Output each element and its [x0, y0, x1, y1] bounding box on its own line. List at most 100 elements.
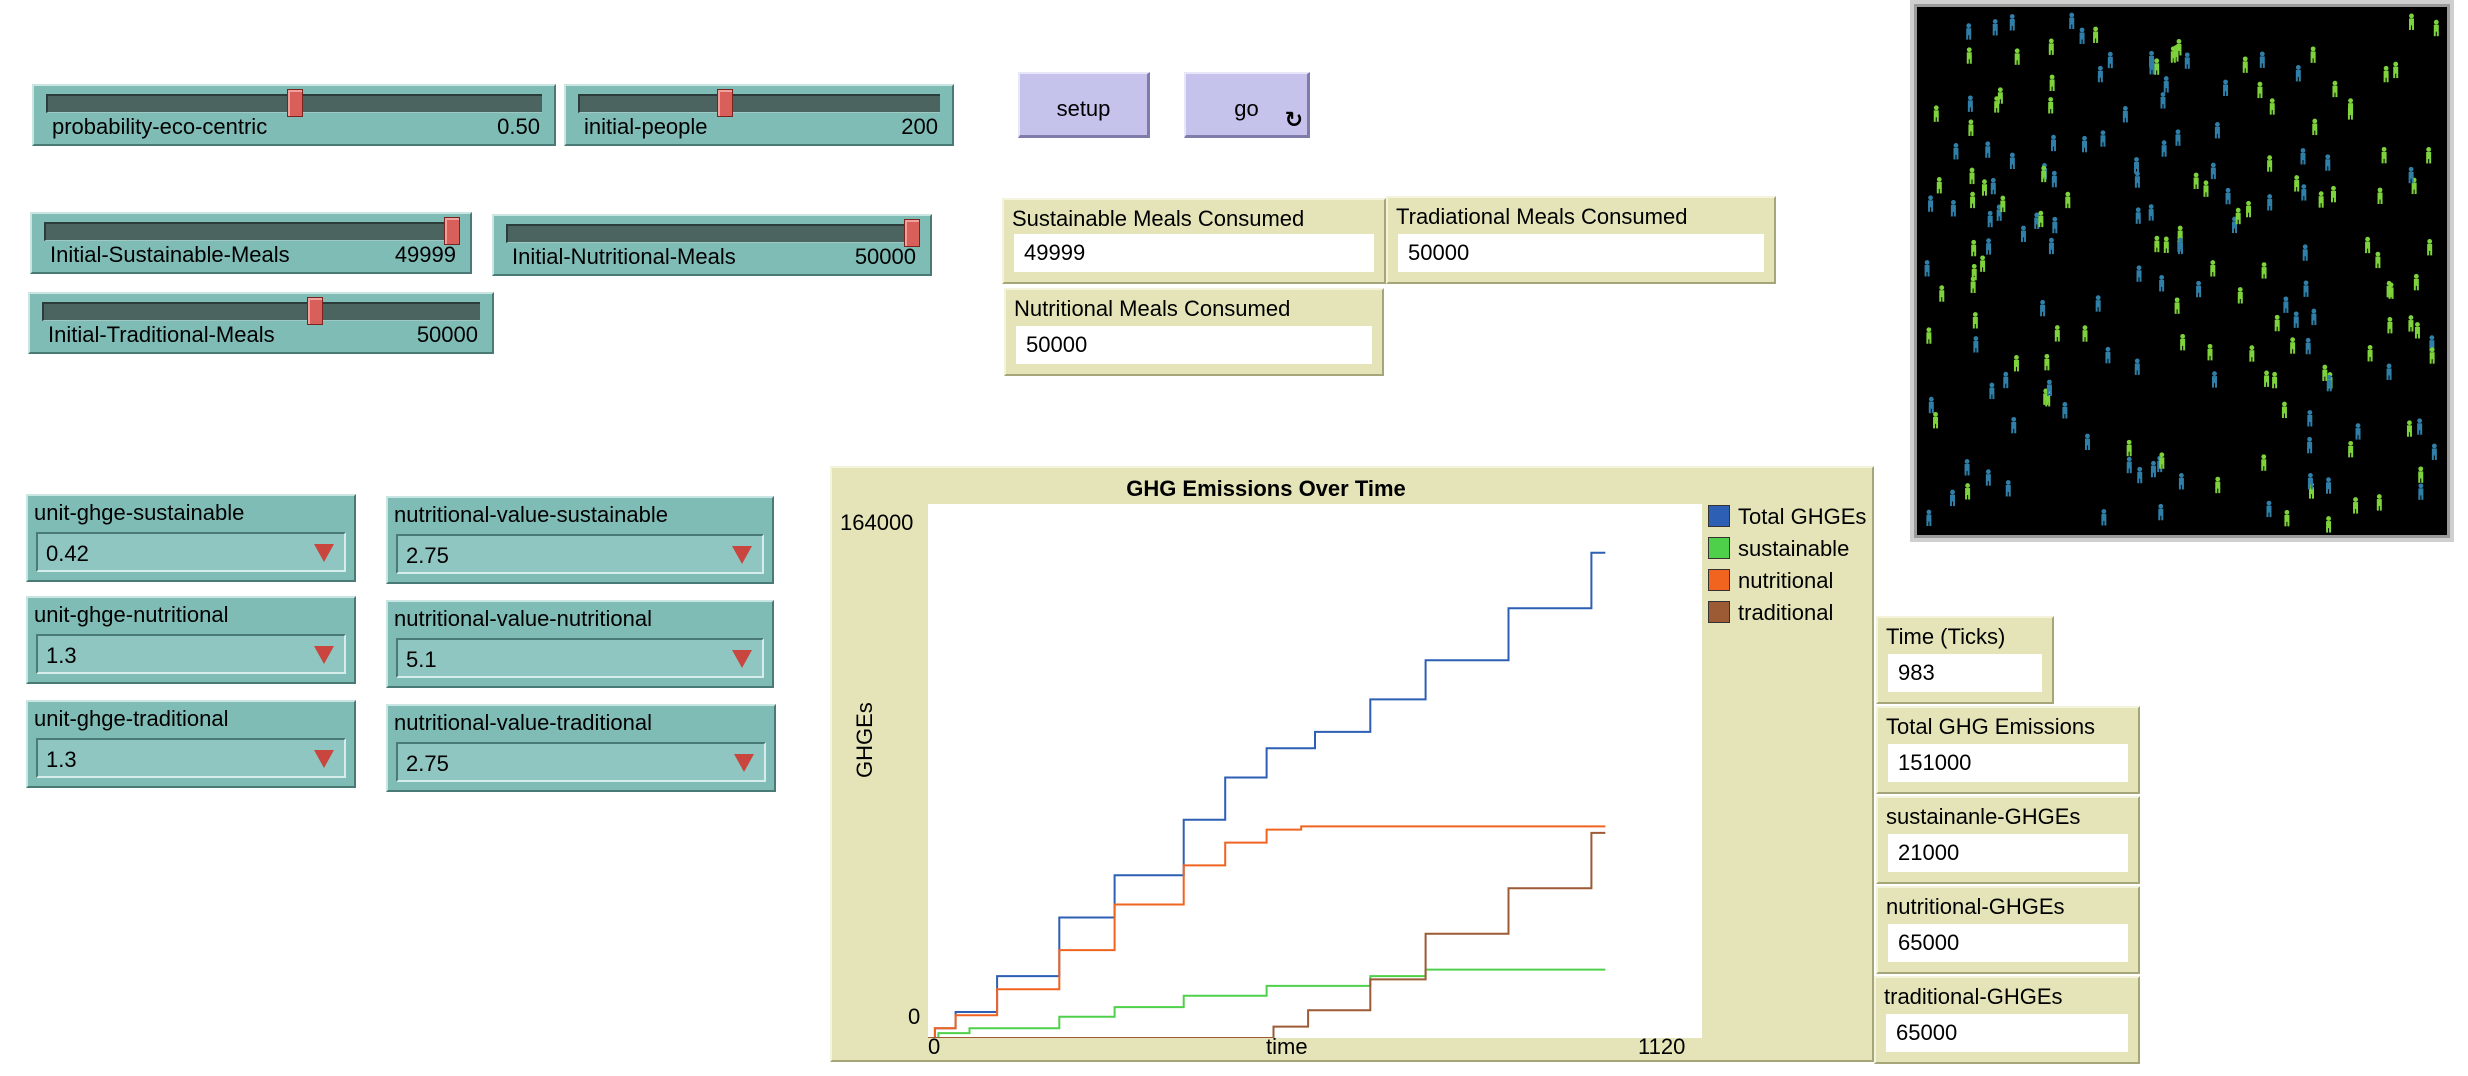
- person-agent: [2134, 157, 2140, 174]
- slider-initial-sustainable-meals[interactable]: Initial-Sustainable-Meals 49999: [30, 212, 472, 274]
- person-agent: [2325, 154, 2331, 171]
- slider-thumb[interactable]: [287, 89, 303, 117]
- monitor-traditional-ghges: traditional-GHGEs 65000: [1874, 976, 2140, 1064]
- slider-thumb[interactable]: [904, 219, 920, 247]
- person-agent: [1924, 260, 1930, 277]
- person-agent: [2159, 275, 2165, 292]
- chooser-nutritional-value-sustainable[interactable]: nutritional-value-sustainable 2.75: [386, 496, 774, 584]
- person-agent: [2148, 204, 2154, 221]
- person-agent: [1926, 509, 1932, 527]
- slider-track[interactable]: [44, 222, 458, 241]
- slider-track[interactable]: [42, 302, 480, 321]
- setup-button[interactable]: setup: [1018, 72, 1150, 138]
- dropdown-arrow-icon[interactable]: [314, 544, 334, 562]
- person-agent: [2264, 370, 2270, 387]
- person-agent: [1980, 255, 1986, 272]
- person-agent: [2180, 333, 2186, 351]
- person-agent: [2381, 146, 2387, 164]
- slider-thumb[interactable]: [307, 297, 323, 325]
- person-agent: [2093, 26, 2099, 43]
- setup-button-label: setup: [1056, 96, 1111, 121]
- person-agent: [1939, 285, 1945, 302]
- legend-swatch: [1708, 601, 1730, 623]
- person-agent: [2429, 347, 2435, 364]
- person-agent: [2107, 51, 2113, 69]
- person-agent: [2126, 456, 2132, 474]
- world-view[interactable]: [1910, 0, 2454, 542]
- person-agent: [2020, 225, 2026, 242]
- dropdown-arrow-icon[interactable]: [314, 750, 334, 768]
- person-agent: [2418, 483, 2424, 500]
- slider-thumb[interactable]: [444, 217, 460, 245]
- chooser-select[interactable]: 1.3: [36, 738, 346, 778]
- series-line-nutritional: [928, 825, 1606, 1038]
- person-agent: [1985, 469, 1991, 486]
- chooser-select[interactable]: 2.75: [396, 534, 764, 574]
- person-agent: [2300, 148, 2306, 165]
- monitor-time-ticks: Time (Ticks) 983: [1876, 616, 2054, 704]
- person-agent: [2134, 171, 2140, 188]
- person-agent: [2311, 308, 2317, 326]
- monitor-value: 983: [1888, 654, 2042, 692]
- person-agent: [2283, 296, 2289, 313]
- slider-label: probability-eco-centric: [52, 114, 268, 139]
- legend-label: nutritional: [1738, 568, 1834, 593]
- person-agent: [1989, 382, 1995, 400]
- person-agent: [1965, 483, 1971, 500]
- person-agent: [2040, 299, 2046, 317]
- person-agent: [2046, 379, 2052, 396]
- chooser-select[interactable]: 1.3: [36, 634, 346, 674]
- slider-label: Initial-Sustainable-Meals: [50, 242, 290, 267]
- person-agent: [2184, 52, 2190, 69]
- chooser-label: nutritional-value-traditional: [394, 710, 653, 735]
- slider-track[interactable]: [506, 224, 918, 243]
- person-agent: [2347, 103, 2353, 120]
- series-line-traditional: [928, 831, 1606, 1038]
- person-agent: [1970, 191, 1976, 209]
- person-agent: [1971, 239, 1977, 257]
- slider-probability-eco-centric[interactable]: probability-eco-centric 0.50: [32, 84, 556, 146]
- chooser-nutritional-value-traditional[interactable]: nutritional-value-traditional 2.75: [386, 704, 776, 792]
- person-agent: [2355, 423, 2361, 440]
- slider-initial-people[interactable]: initial-people 200: [564, 84, 954, 146]
- monitor-label: Total GHG Emissions: [1886, 714, 2096, 739]
- chooser-unit-ghge-nutritional[interactable]: unit-ghge-nutritional 1.3: [26, 596, 356, 684]
- legend-item-sustainable: sustainable: [1708, 536, 1849, 562]
- dropdown-arrow-icon[interactable]: [314, 646, 334, 664]
- person-agent: [2009, 152, 2015, 170]
- dropdown-arrow-icon[interactable]: [732, 650, 752, 668]
- person-agent: [2134, 358, 2140, 375]
- chooser-unit-ghge-traditional[interactable]: unit-ghge-traditional 1.3: [26, 700, 356, 788]
- person-agent: [2406, 420, 2412, 437]
- dropdown-arrow-icon[interactable]: [734, 754, 754, 772]
- y-tick-label-max: 164000: [840, 510, 914, 535]
- chooser-value: 5.1: [406, 647, 437, 672]
- person-agent: [2048, 237, 2054, 255]
- person-agent: [2069, 12, 2075, 30]
- chooser-select[interactable]: 5.1: [396, 638, 764, 678]
- monitor-value: 65000: [1886, 1014, 2128, 1052]
- plot-background: [928, 504, 1702, 1038]
- chooser-unit-ghge-sustainable[interactable]: unit-ghge-sustainable 0.42: [26, 494, 356, 582]
- chooser-nutritional-value-nutritional[interactable]: nutritional-value-nutritional 5.1: [386, 600, 774, 688]
- monitor-total-ghg-emissions: Total GHG Emissions 151000: [1876, 706, 2140, 794]
- chooser-select[interactable]: 0.42: [36, 532, 346, 572]
- person-agent: [2038, 210, 2044, 228]
- slider-initial-nutritional-meals[interactable]: Initial-Nutritional-Meals 50000: [492, 214, 932, 276]
- slider-label: Initial-Traditional-Meals: [48, 322, 275, 347]
- monitor-traditional-meals: Tradiational Meals Consumed 50000: [1386, 196, 1776, 284]
- chooser-select[interactable]: 2.75: [396, 742, 766, 782]
- slider-track[interactable]: [578, 94, 940, 113]
- person-agent: [2310, 46, 2316, 63]
- slider-thumb[interactable]: [717, 89, 734, 117]
- slider-initial-traditional-meals[interactable]: Initial-Traditional-Meals 50000: [28, 292, 494, 354]
- person-agent: [1971, 263, 1977, 281]
- person-agent: [2427, 238, 2433, 256]
- series-line-sustainable: [928, 968, 1606, 1038]
- go-button[interactable]: go ↻: [1184, 72, 1310, 138]
- person-agent: [2326, 374, 2332, 392]
- person-agent: [2163, 76, 2169, 93]
- person-agent: [1928, 396, 1934, 414]
- dropdown-arrow-icon[interactable]: [732, 546, 752, 564]
- x-tick-label-max: 1120: [1638, 1034, 1686, 1059]
